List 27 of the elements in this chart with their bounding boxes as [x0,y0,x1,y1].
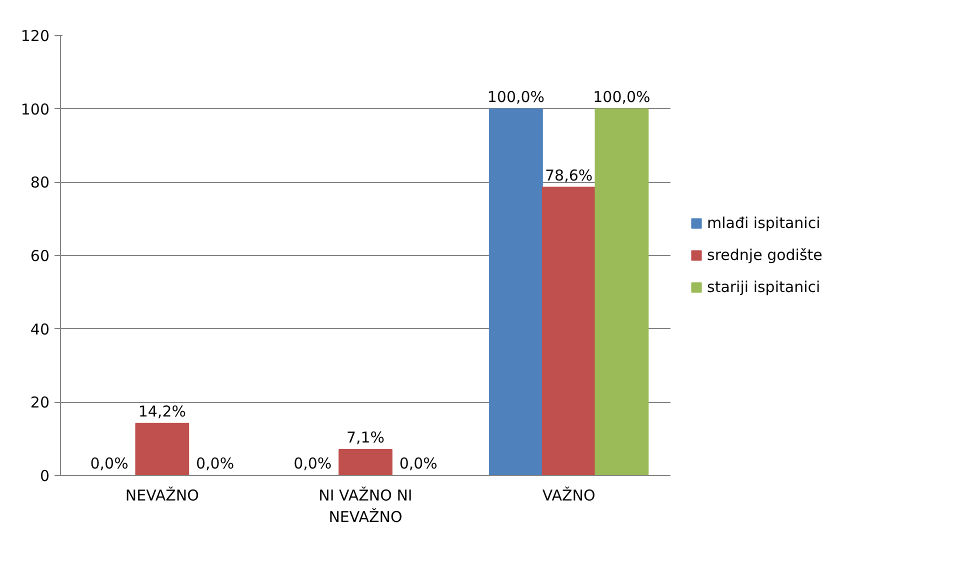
y-tick-label: 40 [30,320,50,338]
data-label: 100,0% [487,88,545,106]
data-label: 0,0% [196,454,234,472]
data-label: 0,0% [399,454,438,472]
y-tick-label: 0 [40,467,50,485]
y-tick-label: 100 [20,100,50,118]
data-label: 100,0% [593,88,650,106]
legend-label: mlađi ispitanici [707,214,820,232]
data-label: 0,0% [294,454,332,472]
bar [135,422,190,476]
bar [542,186,596,476]
bar [338,448,392,476]
y-tick-label: 20 [30,394,50,412]
y-tick-label: 120 [20,27,50,45]
data-label: 78,6% [545,166,593,184]
x-tick-label: VAŽNO [542,486,596,504]
x-tick-label: NEVAŽNO [125,486,199,504]
y-tick-label: 60 [30,247,50,265]
bar [489,108,543,476]
legend-label: stariji ispitanici [707,278,820,296]
bar [594,108,649,476]
data-label: 0,0% [90,454,128,472]
y-tick-label: 80 [30,174,50,192]
data-label: 14,2% [138,402,186,420]
x-tick-label: NI VAŽNO NI NEVAŽNO [318,486,412,526]
legend-label: srednje godište [707,246,822,264]
data-label: 7,1% [346,428,385,446]
